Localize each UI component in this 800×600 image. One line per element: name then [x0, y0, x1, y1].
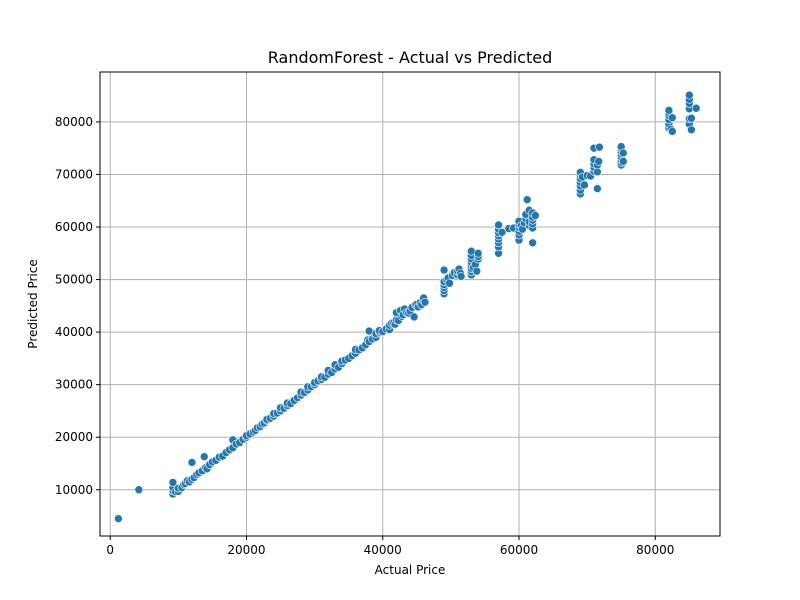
axes-frame [99, 71, 721, 537]
data-point [618, 148, 628, 158]
chart-title: RandomForest - Actual vs Predicted [268, 48, 553, 67]
data-point [114, 514, 123, 523]
data-point [522, 195, 532, 204]
data-point [595, 142, 604, 152]
x-tick-label: 40000 [364, 543, 402, 557]
data-point [456, 272, 466, 281]
data-point [687, 125, 696, 135]
y-tick-label: 70000 [55, 167, 93, 181]
data-point [691, 103, 701, 113]
data-point [593, 184, 602, 193]
data-points [114, 90, 701, 523]
data-point [687, 113, 696, 123]
data-point [580, 180, 589, 190]
data-point [531, 211, 540, 220]
data-point [497, 227, 507, 237]
y-tick-label: 50000 [55, 273, 93, 287]
data-point [473, 248, 483, 258]
data-point [168, 478, 178, 487]
data-point [528, 238, 537, 248]
ticks: 0 20000 40000 60000 80000 10000 20000 30000 4000… [55, 115, 675, 557]
y-tick-label: 60000 [55, 220, 93, 234]
data-point [618, 157, 628, 166]
x-axis-label: Actual Price [375, 563, 446, 577]
data-point [664, 106, 674, 115]
y-tick-label: 20000 [55, 430, 93, 444]
x-tick-label: 20000 [227, 543, 265, 557]
data-point [494, 220, 503, 230]
data-point [472, 266, 482, 276]
plot-area: 0 20000 40000 60000 80000 10000 20000 30000 4000… [55, 71, 721, 557]
y-axis-label: Predicted Price [26, 259, 40, 348]
data-point [668, 113, 677, 123]
y-tick-label: 10000 [55, 483, 93, 497]
y-tick-label: 40000 [55, 325, 93, 339]
data-point [409, 312, 419, 322]
data-point [439, 265, 449, 275]
x-tick-label: 60000 [500, 543, 538, 557]
y-tick-label: 80000 [55, 115, 93, 129]
data-point [187, 458, 197, 467]
data-point [134, 485, 144, 495]
data-point [420, 297, 430, 307]
data-point [199, 452, 209, 461]
data-point [668, 127, 677, 136]
data-point [445, 278, 454, 288]
x-tick-label: 80000 [636, 543, 674, 557]
x-tick-label: 0 [106, 543, 114, 557]
data-point [685, 90, 694, 100]
data-point [594, 157, 604, 166]
grid [100, 72, 720, 536]
y-tick-label: 30000 [55, 378, 93, 392]
